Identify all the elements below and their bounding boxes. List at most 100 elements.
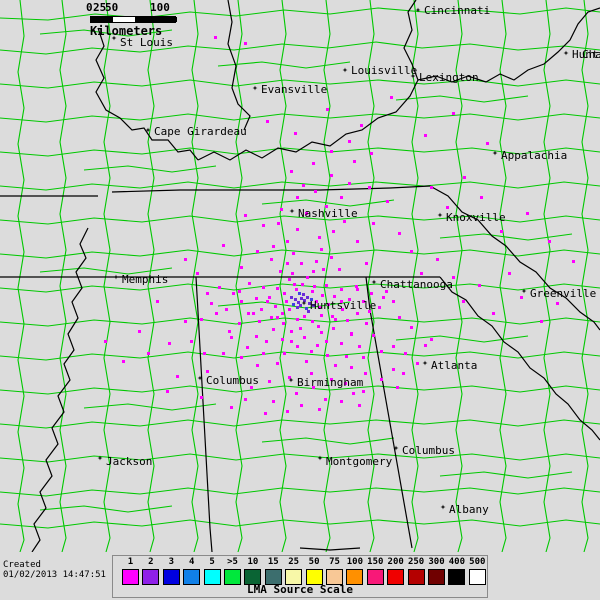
lightning-source-point bbox=[325, 340, 328, 343]
lightning-source-point bbox=[398, 232, 401, 235]
legend-swatch-500[interactable] bbox=[468, 569, 486, 585]
created-stamp: Created 01/02/2013 14:47:51 bbox=[3, 560, 106, 580]
lightning-source-point bbox=[260, 308, 263, 311]
lma-source-scale-legend[interactable]: 1 2 3 4 5 >5 10 15 25 50 75 100 150 200 250 300 400 500 L… bbox=[112, 555, 488, 598]
legend-swatch-4[interactable] bbox=[183, 569, 201, 585]
legend-swatches[interactable] bbox=[113, 569, 487, 586]
legend-label-75: 75 bbox=[329, 557, 340, 567]
lightning-source-point bbox=[230, 406, 233, 409]
lightning-source-point bbox=[345, 355, 348, 358]
lightning-source-point bbox=[262, 286, 265, 289]
legend-swatch-200[interactable] bbox=[387, 569, 405, 585]
lightning-source-point bbox=[332, 327, 335, 330]
lightning-source-point bbox=[196, 272, 199, 275]
lightning-source-point bbox=[244, 398, 247, 401]
legend-swatch-400[interactable] bbox=[448, 569, 466, 585]
lightning-source-point bbox=[214, 36, 217, 39]
lightning-source-point bbox=[402, 372, 405, 375]
lightning-source-point bbox=[480, 196, 483, 199]
lightning-source-point bbox=[244, 214, 247, 217]
lightning-source-point bbox=[340, 342, 343, 345]
map-canvas[interactable]: Cincinnati HuntingtonCharl LouisvilleLexin… bbox=[0, 0, 600, 552]
legend-swatch-2[interactable] bbox=[142, 569, 160, 585]
legend-swatch-250[interactable] bbox=[407, 569, 425, 585]
legend-title: LMA Source Scale bbox=[247, 583, 353, 596]
lightning-source-point bbox=[280, 208, 283, 211]
lightning-source-point bbox=[288, 376, 291, 379]
lightning-source-point bbox=[255, 297, 258, 300]
lightning-source-point bbox=[285, 300, 288, 303]
lightning-source-point bbox=[203, 352, 206, 355]
city-label-evansville: Evansville bbox=[261, 83, 328, 96]
city-label-nashville: Nashville bbox=[298, 207, 358, 220]
lightning-source-point bbox=[296, 196, 299, 199]
county-boundaries bbox=[0, 0, 600, 552]
created-label: Created bbox=[3, 560, 41, 570]
lightning-source-point bbox=[330, 256, 333, 259]
lightning-source-point bbox=[299, 327, 302, 330]
lightning-source-point bbox=[396, 386, 399, 389]
lightning-source-point bbox=[286, 410, 289, 413]
lightning-source-point bbox=[281, 312, 284, 315]
legend-swatch-15[interactable] bbox=[264, 569, 282, 585]
lightning-source-point bbox=[246, 346, 249, 349]
lightning-source-point bbox=[330, 378, 333, 381]
legend-swatch-100[interactable] bbox=[346, 569, 364, 585]
lightning-source-point bbox=[386, 200, 389, 203]
lightning-source-point bbox=[318, 306, 321, 309]
legend-label-250: 250 bbox=[407, 557, 425, 567]
lightning-source-point bbox=[462, 300, 465, 303]
lightning-source-point bbox=[320, 331, 323, 334]
lightning-source-point bbox=[338, 268, 341, 271]
lightning-source-point bbox=[334, 364, 337, 367]
lightning-source-point bbox=[300, 297, 303, 300]
legend-swatch-1[interactable] bbox=[122, 569, 139, 585]
legend-swatch-5[interactable] bbox=[203, 569, 221, 585]
lightning-source-point bbox=[356, 312, 359, 315]
legend-swatch-gt5[interactable] bbox=[224, 569, 241, 585]
legend-swatch-3[interactable] bbox=[162, 569, 180, 585]
lightning-source-point bbox=[370, 152, 373, 155]
lightning-source-point bbox=[362, 300, 365, 303]
lightning-source-point bbox=[478, 284, 481, 287]
lightning-source-point bbox=[463, 176, 466, 179]
lightning-source-point bbox=[424, 134, 427, 137]
lightning-source-point bbox=[296, 345, 299, 348]
legend-labels: 1 2 3 4 5 >5 10 15 25 50 75 100 150 200 250 300 400 500 bbox=[113, 556, 487, 569]
city-label-cape-girardeau: Cape Girardeau bbox=[154, 125, 247, 138]
legend-label-gt5: >5 bbox=[227, 557, 238, 567]
lightning-source-point bbox=[265, 340, 268, 343]
legend-swatch-50[interactable] bbox=[305, 569, 323, 585]
legend-label-100: 100 bbox=[346, 557, 364, 567]
legend-swatch-300[interactable] bbox=[428, 569, 445, 585]
lightning-source-point bbox=[272, 400, 275, 403]
legend-label-150: 150 bbox=[367, 557, 384, 567]
legend-label-400: 400 bbox=[448, 557, 466, 567]
lightning-source-point bbox=[272, 328, 275, 331]
lightning-source-point bbox=[492, 312, 495, 315]
city-label-louisville: Louisville bbox=[351, 64, 418, 77]
lightning-source-point bbox=[206, 292, 209, 295]
legend-swatch-25[interactable] bbox=[285, 569, 303, 585]
lightning-source-point bbox=[256, 250, 259, 253]
lightning-source-point bbox=[452, 276, 455, 279]
legend-swatch-75[interactable] bbox=[326, 569, 343, 585]
legend-swatch-150[interactable] bbox=[366, 569, 384, 585]
lightning-source-point bbox=[343, 220, 346, 223]
lightning-source-point bbox=[390, 96, 393, 99]
legend-swatch-10[interactable] bbox=[244, 569, 262, 585]
lightning-source-point bbox=[318, 408, 321, 411]
lightning-source-point bbox=[370, 292, 373, 295]
lightning-source-point bbox=[330, 150, 333, 153]
lightning-source-point bbox=[327, 303, 330, 306]
city-label-huntsville: Huntsville bbox=[310, 299, 377, 312]
lightning-source-point bbox=[334, 318, 337, 321]
lightning-source-point bbox=[250, 386, 253, 389]
legend-label-2: 2 bbox=[148, 557, 154, 567]
lightning-source-point bbox=[452, 112, 455, 115]
lightning-source-point bbox=[306, 296, 309, 299]
city-label-jackson: Jackson bbox=[106, 455, 153, 468]
lightning-source-point bbox=[290, 330, 293, 333]
lightning-source-point bbox=[176, 375, 179, 378]
